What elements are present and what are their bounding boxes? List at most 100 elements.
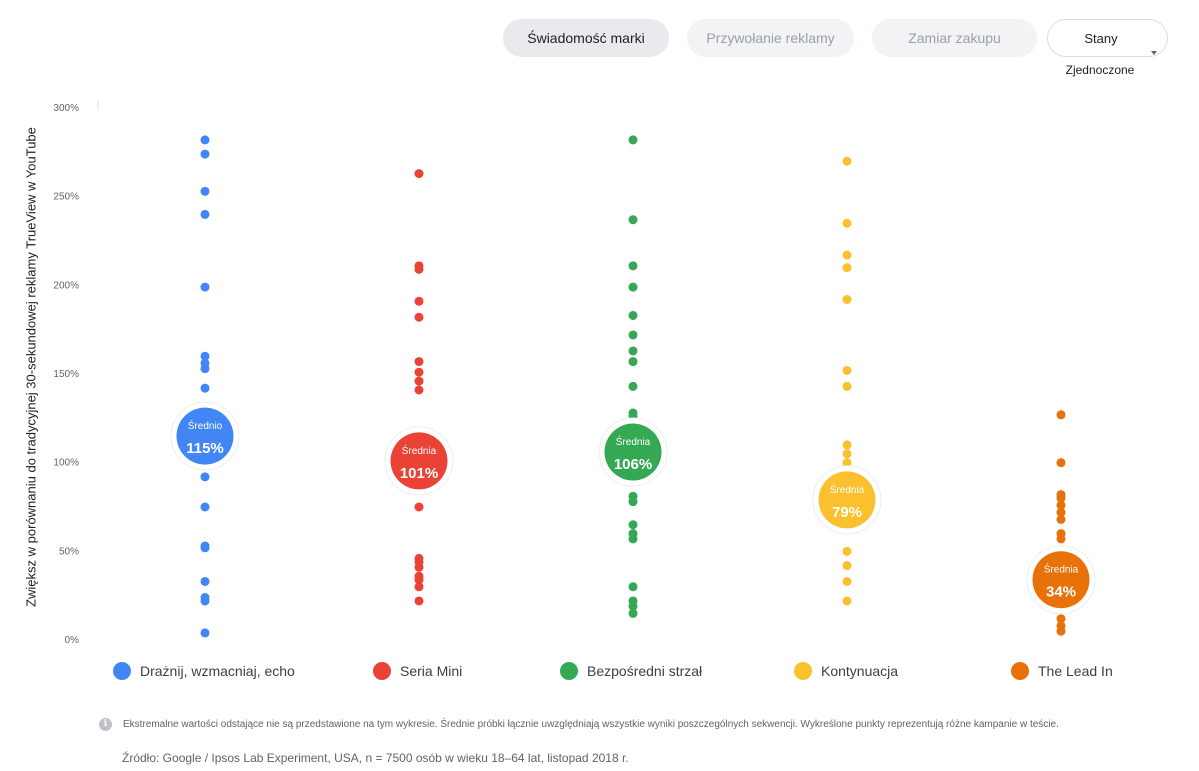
- tab-ad-recall[interactable]: Przywołanie reklamy: [687, 19, 854, 57]
- legend-label: Bezpośredni strzał: [587, 663, 703, 679]
- data-point: [842, 263, 852, 273]
- data-point: [628, 601, 638, 611]
- data-point: [1056, 410, 1066, 420]
- data-point: [842, 381, 852, 391]
- data-point: [414, 376, 424, 386]
- average-badge: [604, 423, 662, 481]
- average-badge-label: Średnia: [1044, 563, 1079, 576]
- legend-dot-icon: [113, 662, 131, 680]
- data-point: [414, 575, 424, 585]
- info-icon: i: [99, 718, 112, 731]
- data-point: [628, 582, 638, 592]
- data-point: [414, 502, 424, 512]
- data-point: [200, 135, 210, 145]
- data-point: [414, 582, 424, 592]
- average-badge-value: 115%: [186, 440, 224, 457]
- average-badge-value: 106%: [614, 456, 652, 473]
- average-badge-label: Średnia: [616, 435, 651, 448]
- data-point: [842, 449, 852, 459]
- legend-dot-icon: [373, 662, 391, 680]
- data-point: [414, 385, 424, 395]
- data-point: [200, 209, 210, 219]
- data-point: [1056, 500, 1066, 510]
- legend-item-continuation[interactable]: Kontynuacja: [794, 661, 898, 681]
- data-point: [200, 351, 210, 361]
- legend-item-direct-shot[interactable]: Bezpośredni strzał: [560, 661, 702, 681]
- data-point: [628, 261, 638, 271]
- data-point: [414, 357, 424, 367]
- legend-item-the-lead-in[interactable]: The Lead In: [1011, 661, 1113, 681]
- data-point: [1056, 514, 1066, 524]
- data-point: [200, 628, 210, 638]
- legend-label: Kontynuacja: [821, 663, 899, 679]
- data-point: [628, 310, 638, 320]
- data-point: [842, 576, 852, 586]
- data-point: [1056, 614, 1066, 624]
- average-badge: [1032, 551, 1090, 609]
- data-point: [842, 440, 852, 450]
- data-point: [414, 169, 424, 179]
- data-point: [200, 186, 210, 196]
- legend-label: Drażnij, wzmacniaj, echo: [140, 663, 295, 679]
- data-point: [414, 596, 424, 606]
- data-point: [414, 562, 424, 572]
- average-badge-label: Średnia: [402, 444, 437, 457]
- note-text: Ekstremalne wartości odstające nie są pr…: [123, 719, 1059, 730]
- legend-item-tease-amplify-echo[interactable]: Drażnij, wzmacniaj, echo: [113, 661, 295, 681]
- chevron-down-icon: [1151, 51, 1157, 55]
- data-point: [628, 330, 638, 340]
- data-point: [628, 520, 638, 530]
- data-point: [200, 149, 210, 159]
- chart-note: i Ekstremalne wartości odstające nie są …: [99, 718, 1059, 731]
- average-badge-label: Średnio: [188, 419, 223, 432]
- y-tick-label: 200%: [53, 280, 79, 291]
- legend-label: Seria Mini: [400, 663, 463, 679]
- legend-item-mini-series[interactable]: Seria Mini: [373, 661, 462, 681]
- data-point: [842, 596, 852, 606]
- data-point: [1056, 626, 1066, 636]
- legend-label: The Lead In: [1038, 663, 1113, 679]
- y-tick-label: 250%: [53, 192, 79, 203]
- average-badge-value: 79%: [832, 504, 862, 521]
- data-point: [842, 546, 852, 556]
- average-badge: [176, 407, 234, 465]
- average-badge-value: 101%: [400, 465, 438, 482]
- data-point: [1056, 507, 1066, 517]
- chart: 0% 50% 100% 150% 200% 250% 300% Średnio 115% Śred…: [53, 100, 1096, 646]
- data-point: [628, 135, 638, 145]
- region-select[interactable]: Stany: [1047, 19, 1168, 57]
- data-point: [414, 312, 424, 322]
- y-tick-label: 300%: [53, 103, 79, 114]
- region-select-value: Stany: [1084, 31, 1118, 46]
- data-point: [1056, 493, 1066, 503]
- data-point: [200, 543, 210, 553]
- tab-brand-awareness[interactable]: Świadomość marki: [503, 19, 669, 57]
- data-point: [842, 561, 852, 571]
- data-point: [200, 472, 210, 482]
- legend-dot-icon: [1011, 662, 1029, 680]
- source-text: Źródło: Google / Ipsos Lab Experiment, U…: [122, 751, 629, 765]
- data-point: [200, 364, 210, 374]
- region-select-value-line2: Zjednoczone: [1065, 63, 1135, 77]
- data-point: [842, 156, 852, 166]
- data-point: [414, 296, 424, 306]
- average-badge: [390, 432, 448, 490]
- data-point: [628, 381, 638, 391]
- data-point: [628, 357, 638, 367]
- data-point: [200, 596, 210, 606]
- data-point: [200, 576, 210, 586]
- tab-purchase-intent[interactable]: Zamiar zakupu: [872, 19, 1037, 57]
- y-tick-label: 0%: [65, 635, 80, 646]
- average-badge-value: 34%: [1046, 584, 1076, 601]
- average-badge: [818, 471, 876, 529]
- data-point: [200, 502, 210, 512]
- y-tick-label: 150%: [53, 369, 79, 380]
- data-point: [628, 608, 638, 618]
- data-point: [200, 383, 210, 393]
- data-point: [842, 295, 852, 305]
- data-point: [414, 367, 424, 377]
- data-point: [628, 534, 638, 544]
- data-point: [628, 346, 638, 356]
- data-point: [842, 218, 852, 228]
